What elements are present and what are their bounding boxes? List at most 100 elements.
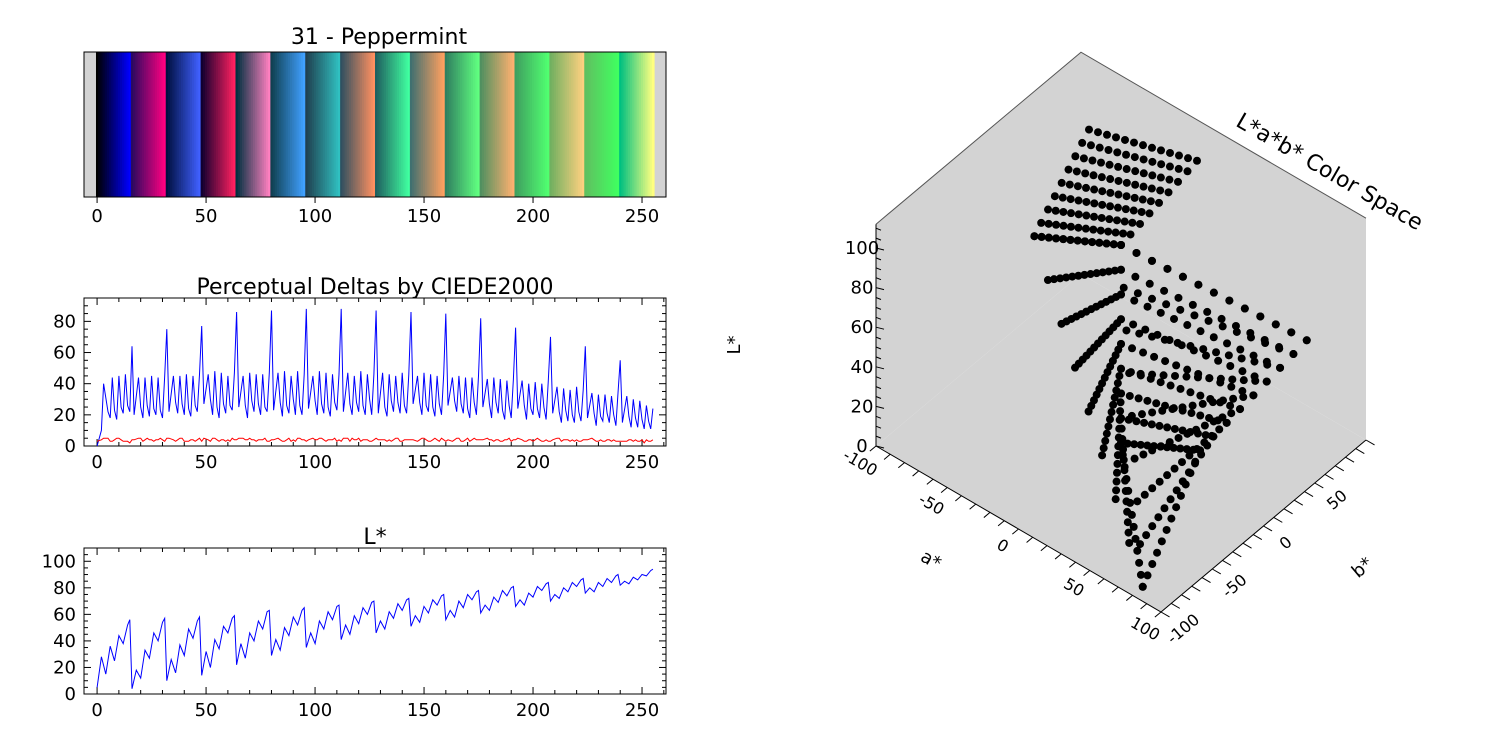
lab-color-point bbox=[1197, 450, 1206, 459]
lab-b-tick bbox=[1222, 559, 1232, 566]
colorbar-swatch bbox=[329, 52, 333, 197]
lab-color-point bbox=[1131, 534, 1140, 543]
lab-color-point bbox=[1246, 333, 1255, 342]
colorbar-swatch bbox=[566, 52, 570, 197]
lab-color-point bbox=[1188, 300, 1197, 309]
colorbar-swatch bbox=[122, 52, 125, 197]
colorbar-swatch bbox=[470, 52, 474, 197]
colorbar-swatch bbox=[115, 52, 119, 197]
lab-color-point bbox=[1163, 423, 1172, 432]
lab-color-point bbox=[1201, 431, 1210, 440]
lab-color-point bbox=[1150, 352, 1159, 361]
lab-color-point bbox=[1115, 371, 1124, 380]
lab-color-point bbox=[1136, 219, 1144, 228]
lab-color-point bbox=[1236, 405, 1245, 414]
colorbar-swatch bbox=[239, 52, 243, 197]
lab-color-point bbox=[1067, 209, 1076, 218]
lab-color-point bbox=[1226, 401, 1235, 410]
lab-color-point bbox=[1227, 409, 1236, 418]
lab-color-point bbox=[1148, 560, 1157, 569]
lab-color-point bbox=[1183, 365, 1192, 374]
colorbar-swatch bbox=[209, 52, 213, 197]
colorbar-swatch bbox=[453, 52, 457, 197]
deltas-y-tick-label: 40 bbox=[53, 374, 76, 395]
lab-xlabel: a* bbox=[917, 546, 945, 574]
lab-color-point bbox=[1200, 438, 1209, 447]
lab-a-tick bbox=[1154, 611, 1162, 618]
lab-color-point bbox=[1142, 531, 1151, 540]
lab-l-tick-label: 100 bbox=[845, 238, 879, 259]
lab-a-tick bbox=[969, 503, 977, 510]
lab-b-tick bbox=[1345, 456, 1355, 463]
lab-color-point bbox=[1174, 433, 1183, 442]
lab-ylabel: b* bbox=[1348, 553, 1377, 582]
colorbar-swatch bbox=[547, 52, 550, 197]
lab-color-point bbox=[1139, 141, 1147, 150]
lstar-x-tick-label: 100 bbox=[298, 700, 332, 721]
lab-b-tick-label: -50 bbox=[1218, 570, 1250, 601]
lab-color-point bbox=[1196, 391, 1205, 400]
colorbar-swatch bbox=[191, 52, 195, 197]
colorbar-swatch bbox=[292, 52, 295, 197]
lab-a-tick bbox=[1054, 553, 1062, 560]
colorbar-swatch bbox=[392, 52, 396, 197]
lab-color-point bbox=[1086, 270, 1095, 279]
lab-color-point bbox=[1098, 187, 1107, 196]
colorbar-swatch bbox=[117, 52, 121, 197]
lab-color-point bbox=[1128, 218, 1137, 227]
colorbar-swatch bbox=[490, 52, 494, 197]
lab-color-point bbox=[1122, 178, 1131, 187]
colorbar-swatch bbox=[612, 52, 616, 197]
lab-color-point bbox=[1104, 267, 1113, 276]
colorbar-swatch bbox=[106, 52, 110, 197]
colorbar-swatch bbox=[388, 52, 391, 197]
colorbar-swatch bbox=[455, 52, 459, 197]
colorbar-swatch bbox=[494, 52, 498, 197]
lstar-x-tick-label: 150 bbox=[407, 700, 441, 721]
lab-color-point bbox=[1186, 342, 1195, 351]
lab-l-tick bbox=[875, 435, 882, 439]
colorbar-swatch bbox=[135, 52, 139, 197]
lab-color-point bbox=[1089, 225, 1098, 234]
lab-color-point bbox=[1148, 522, 1157, 531]
colorbar-swatch bbox=[318, 52, 322, 197]
lab-color-point bbox=[1096, 226, 1105, 235]
colorbar-swatch bbox=[150, 52, 154, 197]
lab-color-point bbox=[1082, 183, 1091, 192]
lab-color-point bbox=[1139, 348, 1148, 357]
lab-color-point bbox=[1208, 398, 1217, 407]
lab-color-point bbox=[1202, 351, 1211, 360]
lab-color-point bbox=[1276, 363, 1285, 372]
colorbar-swatch bbox=[276, 52, 280, 197]
colorbar-swatch bbox=[651, 52, 655, 197]
lab-color-point bbox=[1143, 571, 1152, 580]
lab-color-point bbox=[1146, 197, 1155, 206]
lab-color-point bbox=[1232, 327, 1241, 336]
lab-color-point bbox=[1088, 156, 1097, 165]
lab-a-tick bbox=[1083, 570, 1091, 577]
colorbar-swatch bbox=[152, 52, 156, 197]
lab-color-point bbox=[1148, 408, 1157, 417]
colorbar-swatch bbox=[418, 52, 422, 197]
colorbar-swatch bbox=[420, 52, 424, 197]
lab-color-point bbox=[1182, 372, 1191, 381]
colorbar-swatch bbox=[562, 52, 566, 197]
lab-color-point bbox=[1044, 233, 1053, 242]
lab-color-point bbox=[1218, 413, 1227, 422]
lab-color-point bbox=[1130, 296, 1139, 305]
colorbar-swatch bbox=[242, 52, 245, 197]
lab-color-point bbox=[1148, 446, 1157, 455]
colorbar-swatch bbox=[351, 52, 354, 197]
colorbar-swatch bbox=[346, 52, 350, 197]
lstar-x-tick-label: 0 bbox=[91, 700, 102, 721]
lab-color-point bbox=[1136, 440, 1145, 449]
colorbar-swatch bbox=[446, 52, 450, 197]
lab-color-point bbox=[1199, 345, 1208, 354]
colorbar-swatch bbox=[250, 52, 254, 197]
colorbar-swatch bbox=[237, 52, 241, 197]
colorbar-swatch bbox=[298, 52, 302, 197]
colorbar-swatch bbox=[558, 52, 561, 197]
colorbar-swatch bbox=[497, 52, 500, 197]
lab-color-point bbox=[1109, 400, 1118, 409]
lab-color-point bbox=[1112, 486, 1121, 495]
